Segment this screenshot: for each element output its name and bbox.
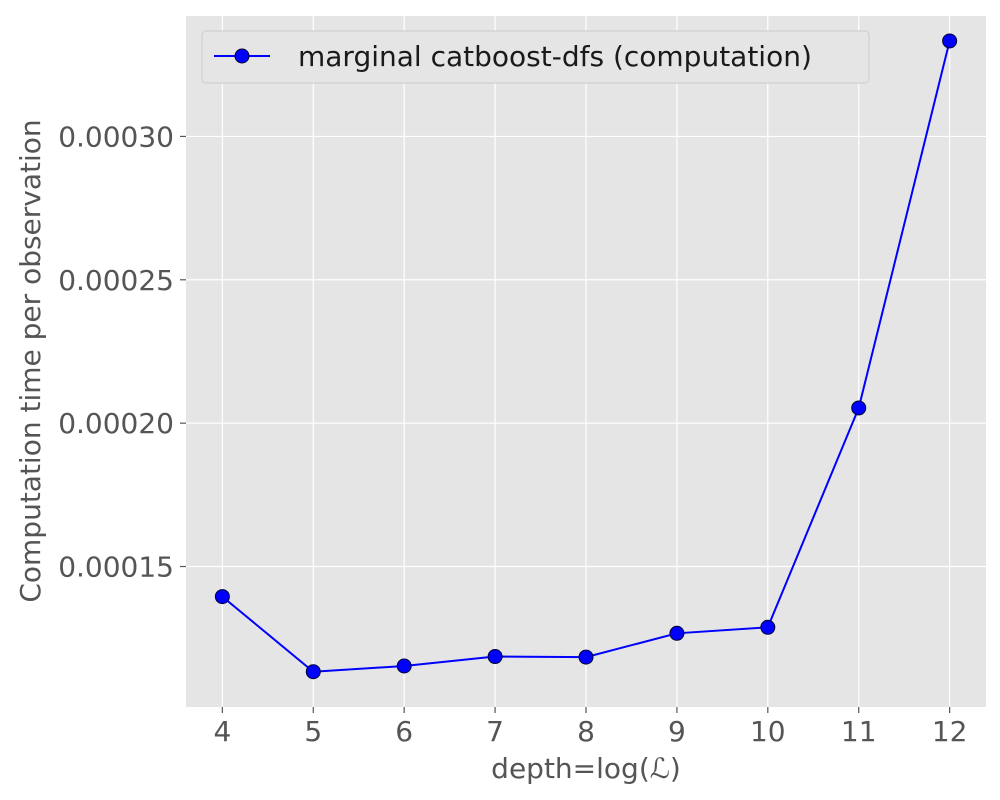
x-tick-label: 11 — [841, 715, 877, 748]
data-point — [942, 33, 958, 49]
y-tick-label: 0.00025 — [58, 264, 174, 297]
x-tick-label: 7 — [486, 715, 504, 748]
data-point — [396, 658, 412, 674]
data-point — [214, 589, 230, 605]
y-axis-ticks: 0.00015 0.00020 0.00025 0.00030 — [58, 120, 186, 584]
y-tick-label: 0.00020 — [58, 407, 174, 440]
x-axis-ticks: 4 5 6 7 8 9 10 11 12 — [213, 707, 967, 748]
data-point — [669, 625, 685, 641]
x-tick-label: 12 — [932, 715, 968, 748]
legend: marginal catboost-dfs (computation) — [201, 30, 870, 84]
y-axis-title: Computation time per observation — [14, 119, 47, 602]
series-layer — [214, 33, 958, 680]
x-tick-label: 4 — [213, 715, 231, 748]
legend-box — [201, 30, 870, 84]
x-tick-label: 5 — [304, 715, 322, 748]
y-tick-label: 0.00030 — [58, 120, 174, 153]
y-tick-label: 0.00015 — [58, 551, 174, 584]
legend-entry-label: marginal catboost-dfs (computation) — [298, 40, 812, 73]
data-point — [305, 664, 321, 680]
x-tick-label: 6 — [395, 715, 413, 748]
x-tick-label: 9 — [668, 715, 686, 748]
x-tick-label: 10 — [750, 715, 786, 748]
data-point — [578, 649, 594, 665]
data-point — [851, 400, 867, 416]
x-tick-label: 8 — [577, 715, 595, 748]
data-point — [760, 619, 776, 635]
x-axis-title: depth=log(ℒ) — [491, 752, 681, 785]
legend-marker-swatch — [234, 48, 250, 64]
data-point — [487, 649, 503, 665]
